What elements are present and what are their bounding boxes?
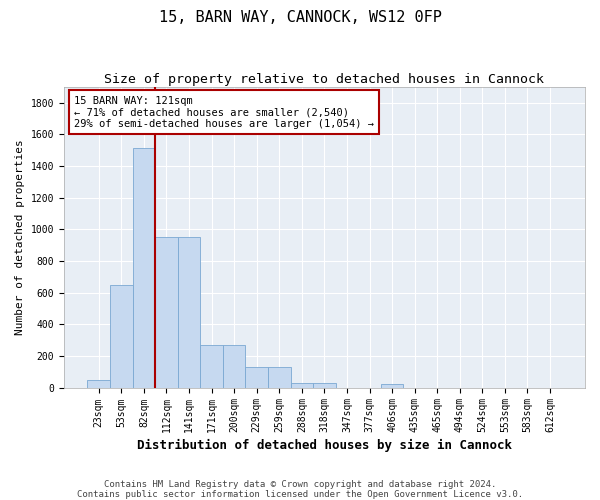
Y-axis label: Number of detached properties: Number of detached properties <box>15 139 25 335</box>
Text: 15, BARN WAY, CANNOCK, WS12 0FP: 15, BARN WAY, CANNOCK, WS12 0FP <box>158 10 442 25</box>
Bar <box>178 237 200 388</box>
Bar <box>110 286 133 388</box>
Bar <box>155 237 178 388</box>
Text: Contains HM Land Registry data © Crown copyright and database right 2024.
Contai: Contains HM Land Registry data © Crown c… <box>77 480 523 499</box>
Bar <box>200 345 223 388</box>
X-axis label: Distribution of detached houses by size in Cannock: Distribution of detached houses by size … <box>137 440 512 452</box>
Title: Size of property relative to detached houses in Cannock: Size of property relative to detached ho… <box>104 72 544 86</box>
Bar <box>290 383 313 388</box>
Bar <box>245 367 268 388</box>
Bar <box>133 148 155 388</box>
Bar <box>313 383 335 388</box>
Bar <box>268 367 290 388</box>
Bar <box>88 380 110 388</box>
Text: 15 BARN WAY: 121sqm
← 71% of detached houses are smaller (2,540)
29% of semi-det: 15 BARN WAY: 121sqm ← 71% of detached ho… <box>74 96 374 129</box>
Bar <box>381 384 403 388</box>
Bar <box>223 345 245 388</box>
